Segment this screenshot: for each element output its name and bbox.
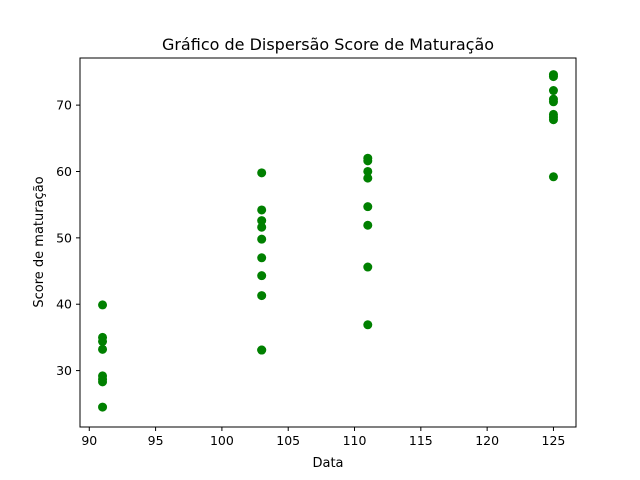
- data-point: [98, 336, 108, 346]
- x-axis: 90 95 100 105 110 115 120 125: [81, 427, 565, 448]
- x-axis-label: Data: [312, 456, 343, 471]
- y-tick-label: 50: [56, 230, 72, 245]
- data-point: [98, 377, 108, 387]
- y-tick-label: 40: [56, 297, 72, 312]
- x-tick-label: 90: [81, 433, 97, 448]
- data-point: [257, 205, 267, 215]
- y-axis: 30 40 50 60 70: [56, 98, 80, 378]
- data-point: [363, 220, 373, 230]
- data-points: [98, 70, 558, 412]
- data-point: [257, 168, 267, 178]
- y-tick-label: 70: [56, 98, 72, 113]
- y-tick-label: 60: [56, 164, 72, 179]
- data-point: [257, 234, 267, 244]
- data-point: [257, 222, 267, 232]
- x-tick-label: 110: [343, 433, 367, 448]
- x-tick-label: 115: [409, 433, 433, 448]
- x-tick-label: 100: [210, 433, 234, 448]
- data-point: [98, 300, 108, 310]
- data-point: [548, 72, 558, 82]
- data-point: [257, 291, 267, 301]
- y-tick-label: 30: [56, 363, 72, 378]
- data-point: [363, 320, 373, 330]
- data-point: [257, 345, 267, 355]
- data-point: [548, 172, 558, 182]
- data-point: [548, 115, 558, 125]
- x-tick-label: 120: [475, 433, 499, 448]
- data-point: [548, 97, 558, 107]
- data-point: [363, 156, 373, 166]
- data-point: [98, 344, 108, 354]
- plot-frame: [79, 57, 577, 428]
- x-tick-label: 95: [148, 433, 164, 448]
- data-point: [257, 216, 267, 226]
- data-point: [363, 202, 373, 212]
- data-point: [257, 253, 267, 263]
- data-point: [363, 262, 373, 272]
- x-tick-label: 125: [542, 433, 566, 448]
- y-axis-label: Score de maturação: [32, 176, 47, 307]
- data-point: [363, 166, 373, 176]
- data-point: [98, 402, 108, 412]
- chart-title: Gráfico de Dispersão Score de Maturação: [162, 35, 494, 54]
- data-point: [363, 173, 373, 183]
- x-tick-label: 105: [276, 433, 300, 448]
- data-point: [548, 86, 558, 96]
- data-point: [257, 271, 267, 281]
